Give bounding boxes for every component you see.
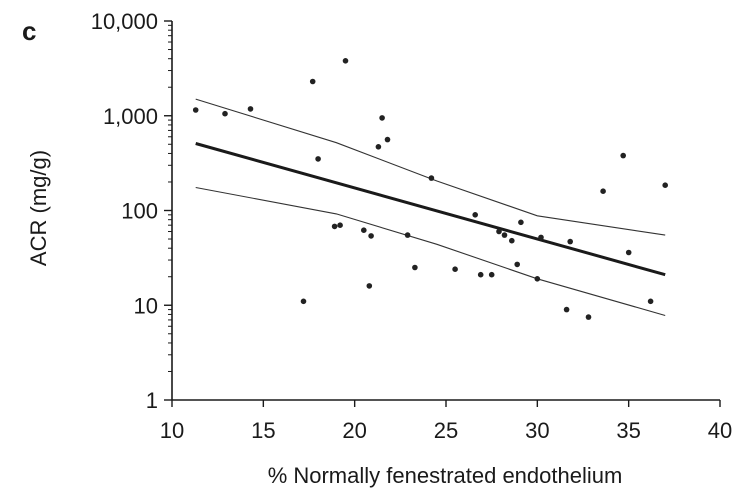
x-tick-label: 20 (342, 418, 366, 443)
data-point (404, 232, 411, 238)
data-point (518, 219, 524, 226)
data-point (488, 271, 495, 278)
data-point (501, 232, 508, 238)
y-tick-label: 1,000 (103, 104, 158, 129)
data-point (477, 271, 484, 278)
data-point (662, 182, 668, 188)
upper-ci-line (195, 98, 666, 236)
x-tick-label: 25 (434, 418, 458, 443)
data-point (647, 298, 654, 305)
y-tick-label: 10,000 (91, 9, 158, 34)
data-point (514, 261, 520, 268)
data-point (300, 298, 307, 305)
data-point (472, 212, 479, 218)
x-tick-label: 30 (525, 418, 549, 443)
regression-line (195, 142, 666, 277)
y-tick-label: 100 (121, 199, 158, 224)
data-point (496, 228, 502, 235)
data-point (375, 144, 382, 150)
data-point (309, 78, 316, 85)
lower-ci-line (195, 186, 666, 317)
data-point (192, 107, 199, 113)
y-tick-label: 1 (146, 388, 158, 413)
y-tick-label: 10 (134, 293, 158, 318)
data-point (366, 283, 373, 289)
data-point (538, 234, 544, 241)
data-point (368, 233, 374, 239)
data-point (534, 276, 541, 282)
data-point (331, 223, 338, 230)
data-point (412, 264, 418, 271)
x-tick-label: 15 (251, 418, 275, 443)
y-axis-title: ACR (mg/g) (26, 150, 51, 266)
data-point (342, 58, 349, 64)
data-point (585, 314, 592, 320)
x-tick-label: 35 (616, 418, 640, 443)
data-point (563, 306, 570, 313)
data-point (337, 222, 343, 228)
data-point (567, 238, 573, 245)
data-point (428, 175, 435, 181)
y-axis-title-group: ACR (mg/g) (26, 150, 51, 266)
x-axis-title: % Normally fenestrated endothelium (268, 463, 623, 488)
x-tick-label: 10 (160, 418, 184, 443)
panel-label: c (22, 16, 36, 46)
data-point (361, 227, 367, 233)
data-point (452, 266, 458, 273)
data-point (315, 156, 321, 162)
data-point (247, 106, 254, 112)
data-point (384, 136, 391, 143)
data-point (222, 110, 228, 117)
data-point (600, 188, 606, 194)
data-point (625, 249, 632, 256)
data-point (620, 152, 626, 159)
confidence-interval-lines (195, 98, 666, 317)
regression-line-group (195, 142, 666, 277)
data-points (192, 58, 668, 320)
data-point (509, 237, 515, 244)
data-point (379, 115, 385, 121)
x-tick-label: 40 (708, 418, 732, 443)
